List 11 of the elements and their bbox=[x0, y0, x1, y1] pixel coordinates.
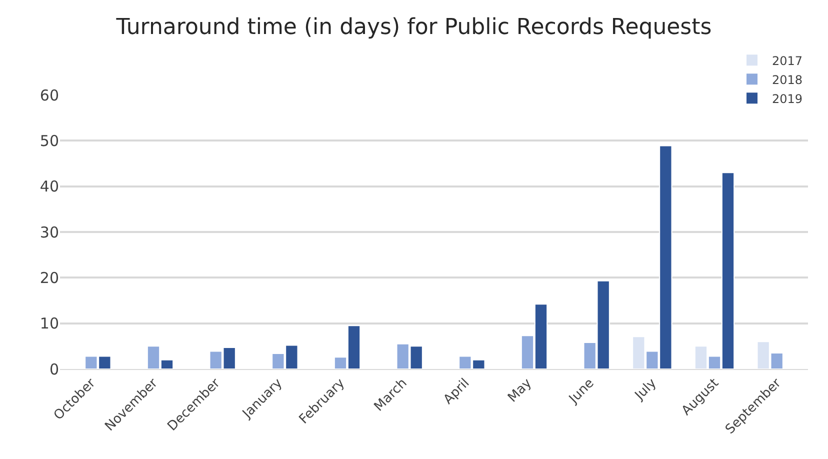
y-tick-label: 50 bbox=[40, 132, 59, 150]
chart-title: Turnaround time (in days) for Public Records Requests bbox=[115, 14, 712, 40]
y-tick-label: 30 bbox=[40, 223, 59, 242]
y-tick-label: 40 bbox=[40, 178, 59, 196]
legend-label: 2019 bbox=[772, 92, 803, 106]
y-tick-label: 60 bbox=[40, 86, 59, 104]
legend-label: 2018 bbox=[772, 72, 803, 87]
y-tick-label: 20 bbox=[40, 268, 59, 287]
y-tick-label: 10 bbox=[40, 314, 59, 333]
legend-label: 2017 bbox=[772, 54, 803, 68]
y-tick-label: 0 bbox=[49, 360, 59, 378]
